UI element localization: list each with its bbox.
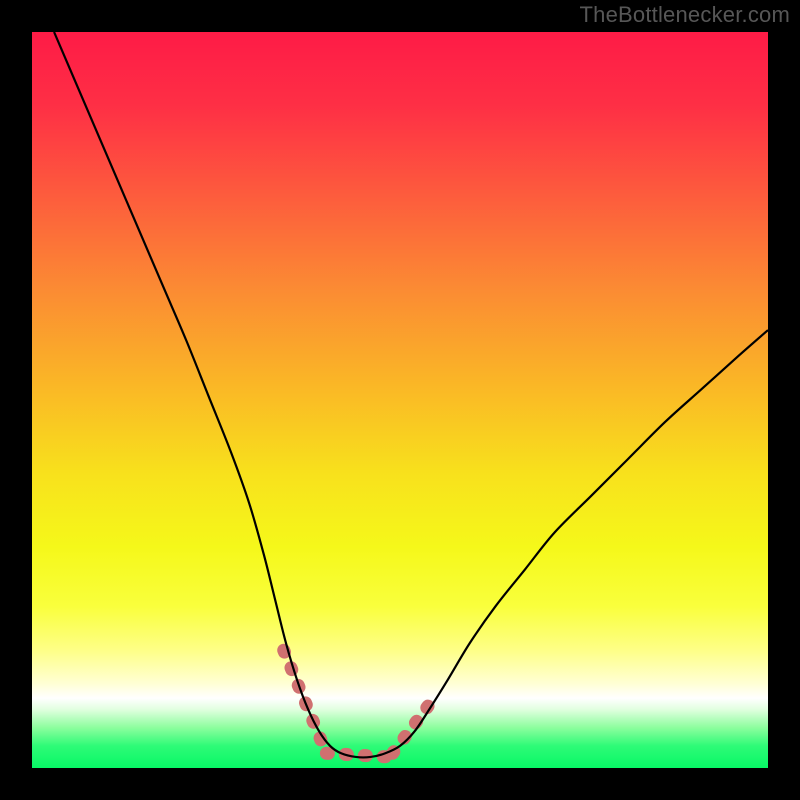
chart-svg bbox=[0, 0, 800, 800]
watermark-text: TheBottleneсker.com bbox=[580, 2, 790, 28]
chart-root: TheBottleneсker.com bbox=[0, 0, 800, 800]
plot-gradient-background bbox=[32, 32, 768, 768]
